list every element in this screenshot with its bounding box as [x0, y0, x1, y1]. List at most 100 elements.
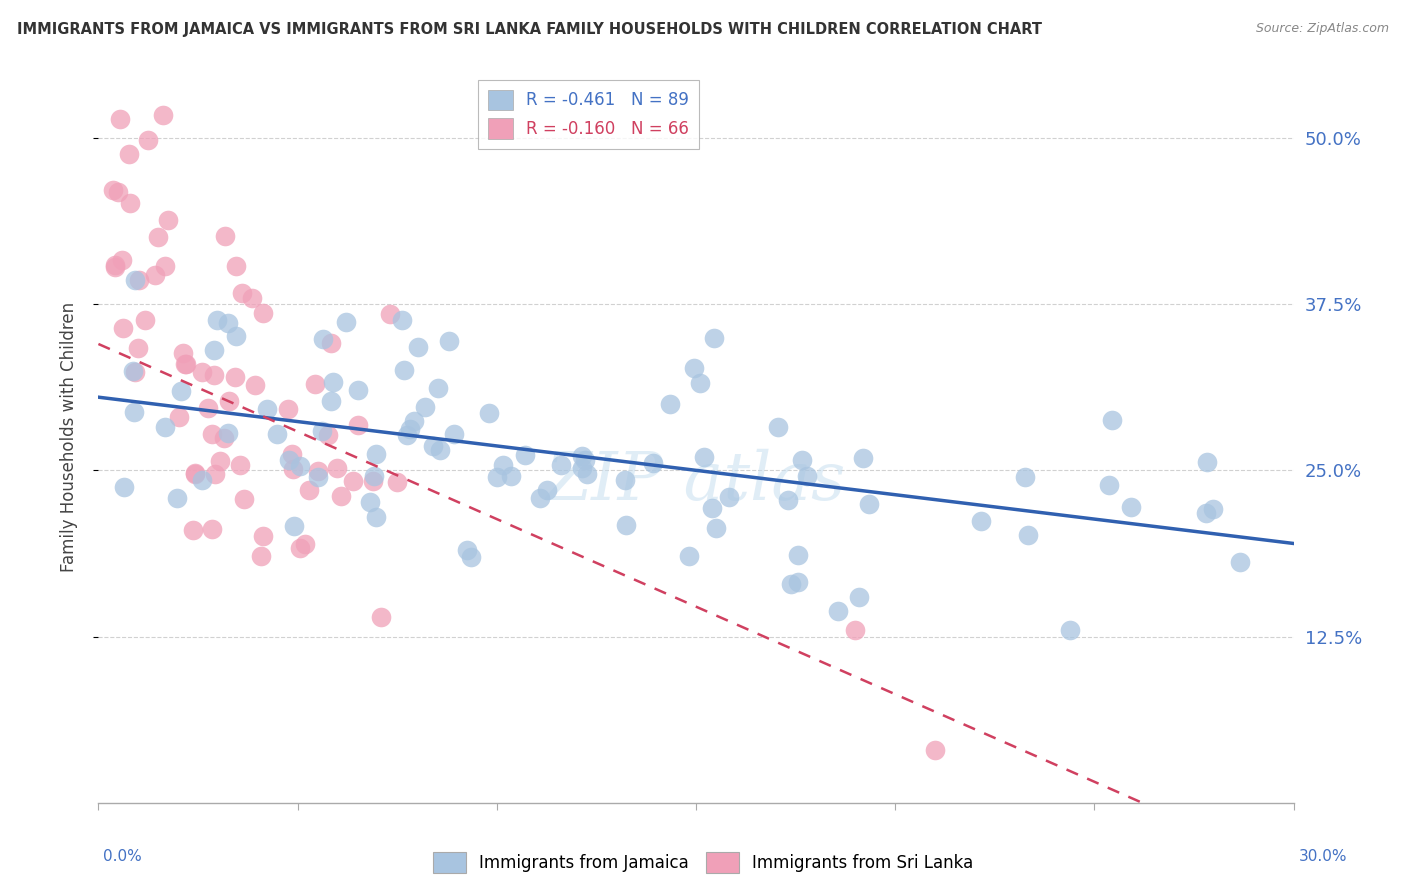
Y-axis label: Family Households with Children: Family Households with Children	[59, 302, 77, 572]
Text: Source: ZipAtlas.com: Source: ZipAtlas.com	[1256, 22, 1389, 36]
Point	[217, 316, 239, 330]
Point	[703, 331, 725, 345]
Point	[404, 414, 426, 428]
Point	[311, 424, 333, 438]
Point	[678, 549, 700, 564]
Point	[118, 147, 141, 161]
Point	[283, 461, 305, 475]
Point	[183, 523, 205, 537]
Point	[406, 340, 429, 354]
Point	[378, 307, 401, 321]
Point	[848, 590, 870, 604]
Point	[437, 334, 460, 349]
Point	[924, 742, 946, 756]
Point	[614, 517, 637, 532]
Point	[852, 450, 875, 465]
Point	[167, 410, 190, 425]
Point	[658, 397, 681, 411]
Point	[485, 470, 508, 484]
Point	[319, 336, 342, 351]
Point	[692, 450, 714, 464]
Point	[361, 474, 384, 488]
Point	[316, 428, 339, 442]
Point	[231, 286, 253, 301]
Point	[550, 458, 572, 473]
Point	[304, 377, 326, 392]
Point	[513, 448, 536, 462]
Point	[307, 464, 329, 478]
Point	[460, 549, 482, 564]
Point	[153, 420, 176, 434]
Point	[307, 470, 329, 484]
Point	[443, 427, 465, 442]
Point	[170, 384, 193, 399]
Point	[111, 321, 134, 335]
Point	[689, 376, 711, 391]
Point	[290, 459, 312, 474]
Text: 30.0%: 30.0%	[1299, 849, 1347, 864]
Point	[1101, 413, 1123, 427]
Point	[191, 365, 214, 379]
Text: 0.0%: 0.0%	[103, 849, 142, 864]
Point	[127, 341, 149, 355]
Point	[325, 461, 347, 475]
Point	[124, 273, 146, 287]
Point	[201, 522, 224, 536]
Point	[364, 447, 387, 461]
Point	[176, 357, 198, 371]
Point	[391, 313, 413, 327]
Point	[112, 480, 135, 494]
Point	[342, 474, 364, 488]
Point	[456, 543, 478, 558]
Point	[207, 313, 229, 327]
Point	[224, 370, 246, 384]
Point	[643, 456, 665, 470]
Point	[858, 497, 880, 511]
Point	[294, 537, 316, 551]
Point	[766, 420, 789, 434]
Point	[702, 500, 724, 515]
Point	[330, 489, 353, 503]
Point	[107, 185, 129, 199]
Point	[536, 483, 558, 497]
Point	[277, 402, 299, 417]
Point	[429, 442, 451, 457]
Point	[197, 401, 219, 415]
Point	[283, 519, 305, 533]
Point	[121, 364, 143, 378]
Point	[347, 383, 370, 397]
Point	[184, 467, 207, 481]
Point	[212, 431, 235, 445]
Point	[1202, 501, 1225, 516]
Point	[827, 604, 849, 618]
Point	[347, 418, 370, 433]
Point	[1098, 478, 1121, 492]
Point	[571, 449, 593, 463]
Point	[240, 291, 263, 305]
Point	[229, 458, 252, 472]
Point	[108, 112, 131, 127]
Point	[184, 466, 207, 480]
Point	[204, 467, 226, 481]
Point	[233, 491, 256, 506]
Point	[124, 365, 146, 379]
Point	[1017, 528, 1039, 542]
Point	[704, 521, 727, 535]
Point	[1014, 469, 1036, 483]
Point	[134, 313, 156, 327]
Point	[143, 268, 166, 283]
Point	[717, 491, 740, 505]
Point	[614, 473, 637, 487]
Point	[1059, 623, 1081, 637]
Point	[399, 422, 422, 436]
Point	[1197, 454, 1219, 468]
Point	[103, 183, 125, 197]
Point	[366, 510, 388, 524]
Point	[312, 332, 335, 346]
Point	[218, 394, 240, 409]
Point	[385, 475, 408, 490]
Point	[574, 452, 596, 467]
Point	[392, 363, 415, 377]
Point	[128, 273, 150, 287]
Point	[281, 447, 304, 461]
